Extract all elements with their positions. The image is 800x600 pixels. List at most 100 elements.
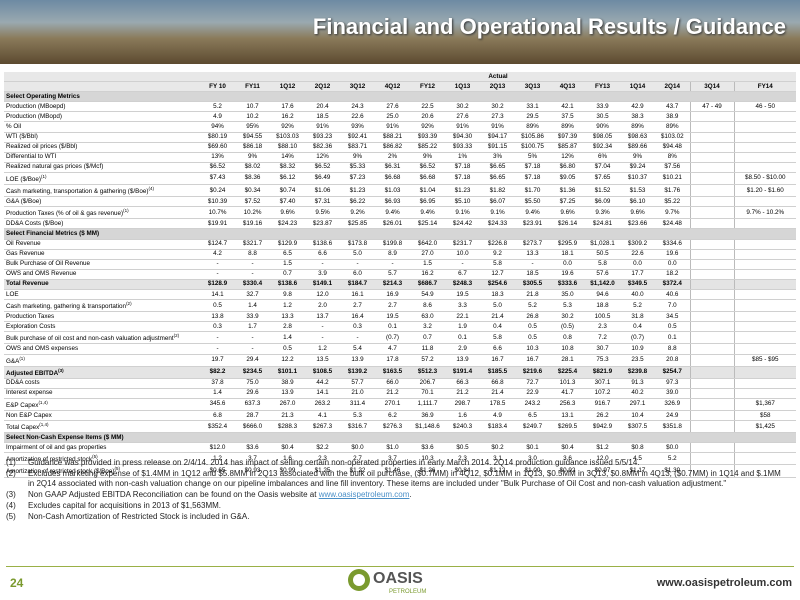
data-row: LOE ($/Boe)(1) $7.43 $8.36 $6.12 $6.49 $7.23 $… <box>4 172 796 186</box>
cell: $1.0 <box>375 442 410 454</box>
row-label: Non E&P Capex <box>6 411 52 419</box>
cell: 267.0 <box>270 398 305 412</box>
cell: $7.18 <box>445 172 480 186</box>
guidance-cell <box>689 398 734 412</box>
blank-cell <box>4 81 200 93</box>
cell: $83.71 <box>340 142 375 153</box>
guidance-cell <box>689 142 734 153</box>
cell: $128.9 <box>200 279 235 290</box>
row-label-cell: Production Taxes (% of oil & gas revenue… <box>4 206 200 220</box>
row-label-cell: Total Revenue <box>4 279 200 290</box>
cell: $8.36 <box>235 172 270 186</box>
data-row: WTI ($/Bbl) $80.19 $94.55 $103.03 $93.23 $92.… <box>4 132 796 143</box>
cell: 42.1 <box>550 101 585 113</box>
cell: 5.8 <box>585 259 620 270</box>
cell: 1.9 <box>445 321 480 333</box>
cell: 27.0 <box>410 249 445 260</box>
data-row: DD&A Costs ($/Boe) $19.91 $19.16 $24.23 $23.… <box>4 218 796 230</box>
row-label-cell: WTI ($/Bbl) <box>4 132 200 143</box>
cell: 0.3 <box>340 321 375 333</box>
cell: 95% <box>235 121 270 133</box>
cell: 326.9 <box>655 398 690 412</box>
row-label: OWS and OMS expenses <box>6 344 79 352</box>
cell: $248.3 <box>445 279 480 290</box>
cell: 17.6 <box>270 101 305 113</box>
cell: 18.3 <box>480 289 515 301</box>
cell: $6.65 <box>480 162 515 173</box>
guidance-cell <box>733 279 796 290</box>
cell: 0.4 <box>480 321 515 333</box>
cell: $6.10 <box>620 196 655 208</box>
guidance-cell: $1,367 <box>733 398 796 412</box>
cell: 2.3 <box>445 452 480 466</box>
cell: 43.7 <box>655 101 690 113</box>
footnote-ref: (1,4) <box>39 422 49 428</box>
cell: 38.9 <box>655 111 690 123</box>
cell: 23.5 <box>620 354 655 367</box>
banner: Financial and Operational Results / Guid… <box>0 0 800 64</box>
cell: 31.8 <box>620 311 655 323</box>
cell: $23.66 <box>620 218 655 230</box>
cell: 5.8 <box>480 259 515 270</box>
cell: 298.7 <box>445 398 480 412</box>
data-row: % Oil 94% 95% 92% 91% 93% 91% 92% 91% 91% 89% 89% 90… <box>4 121 796 133</box>
cell: 100.5 <box>585 311 620 323</box>
cell: 2.9 <box>445 343 480 355</box>
cell: 3.3 <box>445 299 480 313</box>
cell: - <box>235 331 270 345</box>
guidance-cell <box>733 196 796 208</box>
cell: $334.6 <box>655 239 690 250</box>
cell: $185.5 <box>480 366 515 379</box>
footnote-text-wrap: Non-Cash Amortization of Restricted Stoc… <box>28 512 249 522</box>
footnote-marker: (3) <box>6 490 16 499</box>
guidance-cell <box>689 366 734 379</box>
cell: 10.3 <box>515 343 550 355</box>
cell: 6.7 <box>445 269 480 280</box>
cell: $92.34 <box>585 142 620 153</box>
cell: 18.8 <box>585 299 620 313</box>
footnote-text: Excludes capital for acquisitions in 201… <box>28 501 221 510</box>
footnote-link[interactable]: www.oasispetroleum.com <box>318 490 410 499</box>
cell: 5.2 <box>620 299 655 313</box>
cell: $138.6 <box>270 279 305 290</box>
row-label: Amortization of restricted stock <box>6 456 93 464</box>
cell: $249.7 <box>515 420 550 434</box>
row-label-cell: Production (MBopd) <box>4 111 200 123</box>
cell: 93% <box>340 121 375 133</box>
group-header-row: Actual <box>4 72 796 83</box>
cell: $1,028.1 <box>585 239 620 250</box>
cell: 9.4% <box>515 206 550 220</box>
guidance-cell <box>689 354 734 367</box>
cell: - <box>200 269 235 280</box>
data-row: Amortization of restricted stock ($/Boe)… <box>4 464 796 478</box>
cell: 91.3 <box>620 378 655 389</box>
guidance-cell <box>733 249 796 260</box>
guidance-cell <box>733 343 796 355</box>
cell: $305.5 <box>515 279 550 290</box>
row-label: Oil Revenue <box>6 240 41 248</box>
cell: $1.46 <box>375 464 410 478</box>
column-header: 3Q13 <box>515 81 550 93</box>
cell: $1.17 <box>620 464 655 478</box>
cell: 637.3 <box>235 398 270 412</box>
guidance-cell <box>689 218 734 230</box>
cell: - <box>200 259 235 270</box>
cell: 12% <box>550 152 585 163</box>
section-row: Select Financial Metrics ($ MM) <box>4 228 796 240</box>
cell: 3.9 <box>305 269 340 280</box>
cell: 0.5 <box>200 299 235 313</box>
cell: 10.0 <box>445 249 480 260</box>
data-row: Realized oil prices ($/Bbl) $69.60 $86.18 $… <box>4 142 796 153</box>
guidance-cell: 46 - 50 <box>733 101 796 113</box>
cell: 5.2 <box>655 452 690 466</box>
data-row: Interest expense 1.4 29.6 13.9 14.1 21.0 21.2 7… <box>4 388 796 399</box>
footnote-marker: (5) <box>6 512 16 521</box>
cell: $101.1 <box>270 366 305 379</box>
column-header: FY13 <box>585 81 620 93</box>
guidance-cell <box>733 464 796 478</box>
cell: 12.2 <box>270 354 305 367</box>
guidance-cell <box>689 420 734 434</box>
row-label: Cash marketing, gathering & transportati… <box>6 303 127 311</box>
column-header: FY12 <box>410 81 445 93</box>
guidance-cell <box>689 331 734 345</box>
